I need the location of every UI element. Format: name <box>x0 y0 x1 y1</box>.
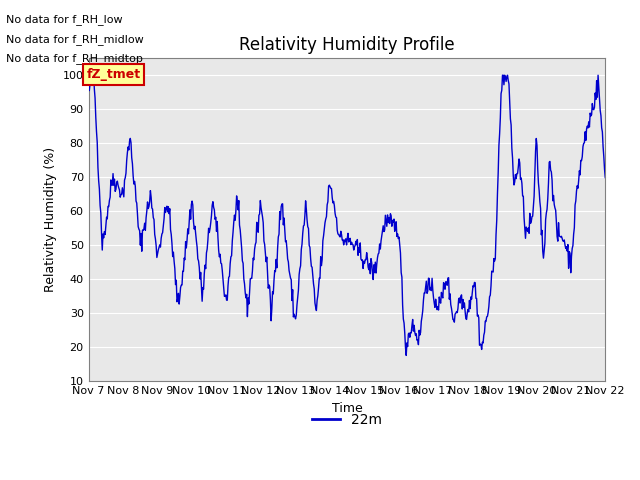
Text: fZ_tmet: fZ_tmet <box>86 68 141 81</box>
Text: No data for f_RH_midlow: No data for f_RH_midlow <box>6 34 144 45</box>
Text: No data for f_RH_low: No data for f_RH_low <box>6 14 123 25</box>
Title: Relativity Humidity Profile: Relativity Humidity Profile <box>239 36 455 54</box>
X-axis label: Time: Time <box>332 402 362 415</box>
Y-axis label: Relativity Humidity (%): Relativity Humidity (%) <box>44 147 57 292</box>
Text: No data for f_RH_midtop: No data for f_RH_midtop <box>6 53 143 64</box>
Legend: 22m: 22m <box>307 408 387 432</box>
